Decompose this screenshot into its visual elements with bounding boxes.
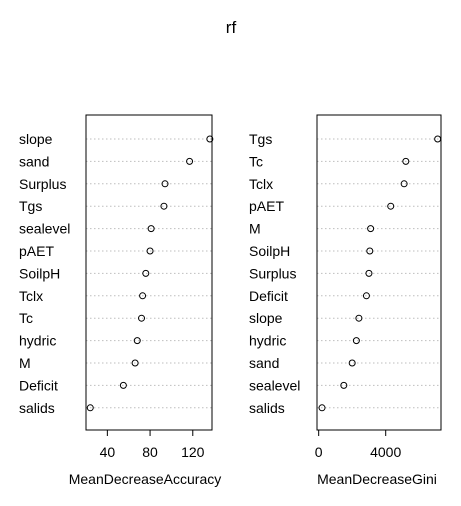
tick-label: 0 <box>315 444 323 460</box>
category-label: pAET <box>249 198 284 214</box>
tick-label: 4000 <box>370 444 401 460</box>
category-label: Deficit <box>19 377 58 393</box>
tick-label: 120 <box>181 444 205 460</box>
chart-title: rf <box>226 18 237 37</box>
category-label: SoilpH <box>19 265 60 281</box>
data-point <box>119 381 127 389</box>
category-label: M <box>249 221 261 237</box>
data-point <box>138 314 146 322</box>
panel-mean-decrease-accuracy: slope sand Surplus Tgs sealevel pAET SoilpH Tcl… <box>19 114 222 487</box>
category-label: salids <box>249 400 285 416</box>
data-point <box>400 180 408 188</box>
panel-mean-decrease-gini: Tgs Tc Tclx pAET M SoilpH Surplus Deficit slope h… <box>249 114 442 487</box>
data-point <box>186 157 194 165</box>
data-point <box>365 269 373 277</box>
category-label: hydric <box>19 333 56 349</box>
category-label: Tclx <box>19 288 43 304</box>
category-label: sand <box>249 355 279 371</box>
data-point <box>402 157 410 165</box>
data-point <box>362 292 370 300</box>
category-label: pAET <box>19 243 54 259</box>
plot-frame <box>316 114 442 431</box>
data-point <box>387 202 395 210</box>
data-point <box>86 404 94 412</box>
data-point <box>161 180 169 188</box>
tick-label: 80 <box>142 444 158 460</box>
data-point <box>367 225 375 233</box>
category-label: slope <box>19 131 53 147</box>
category-label: salids <box>19 400 55 416</box>
data-point <box>206 135 214 143</box>
category-label: M <box>19 355 31 371</box>
tick-label: 40 <box>100 444 116 460</box>
category-label: hydric <box>249 333 286 349</box>
data-point <box>139 292 147 300</box>
category-label: Tclx <box>249 176 273 192</box>
category-label: Deficit <box>249 288 288 304</box>
category-label: sealevel <box>19 221 70 237</box>
data-point <box>146 247 154 255</box>
category-label: Tgs <box>249 131 272 147</box>
data-point <box>340 381 348 389</box>
x-axis-label: MeanDecreaseGini <box>317 471 437 487</box>
category-label: Tc <box>249 153 263 169</box>
data-point <box>366 247 374 255</box>
category-label: Tgs <box>19 198 42 214</box>
data-point <box>131 359 139 367</box>
data-point <box>147 225 155 233</box>
category-label: Surplus <box>19 176 66 192</box>
data-point <box>348 359 356 367</box>
data-point <box>160 202 168 210</box>
data-point <box>355 314 363 322</box>
category-label: Surplus <box>249 265 296 281</box>
category-label: sealevel <box>249 377 300 393</box>
data-point <box>142 269 150 277</box>
data-point <box>318 404 326 412</box>
category-label: SoilpH <box>249 243 290 259</box>
data-point <box>352 337 360 345</box>
category-label: slope <box>249 310 283 326</box>
category-label: sand <box>19 153 49 169</box>
data-point <box>133 337 141 345</box>
plot-frame <box>85 114 213 431</box>
category-label: Tc <box>19 310 33 326</box>
x-axis-label: MeanDecreaseAccuracy <box>69 471 222 487</box>
